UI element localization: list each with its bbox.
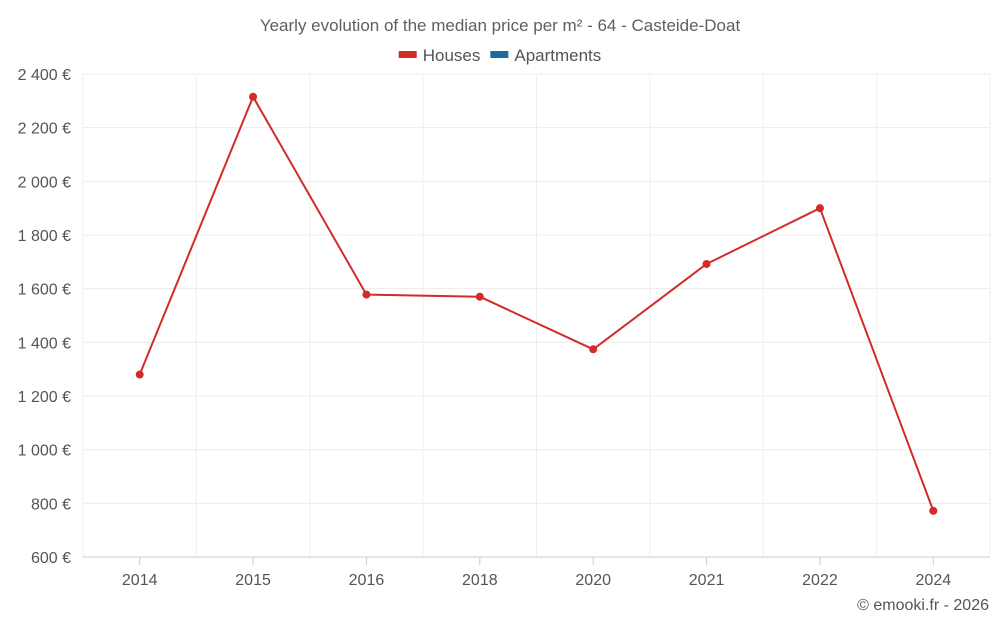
y-tick-label: 2 200 € [18, 121, 71, 138]
y-tick-label: 800 € [31, 496, 71, 513]
y-tick-label: 1 000 € [18, 443, 71, 460]
x-tick-label: 2016 [349, 572, 385, 589]
y-tick-label: 2 400 € [18, 67, 71, 84]
y-tick-label: 1 200 € [18, 389, 71, 406]
x-tick-label: 2018 [462, 572, 498, 589]
legend: Houses Apartments [398, 46, 601, 65]
chart-title: Yearly evolution of the median price per… [260, 16, 741, 35]
houses-series-line [138, 95, 935, 512]
y-tick-label: 2 000 € [18, 174, 71, 191]
houses-data-point [135, 370, 144, 379]
houses-data-point [702, 259, 711, 268]
apartments-legend-swatch [490, 51, 509, 58]
axes: 2 400 € 2 200 € 2 000 € 1 800 € 1 600 € 1 400… [18, 67, 990, 589]
houses-data-point [249, 92, 258, 101]
credit-text: © emooki.fr - 2026 [857, 597, 989, 614]
x-tick-label: 2022 [802, 572, 838, 589]
legend-item-apartments: Apartments [490, 46, 601, 65]
x-tick-label: 2015 [235, 572, 271, 589]
x-tick-label: 2021 [689, 572, 725, 589]
houses-data-point [589, 345, 598, 354]
y-tick-label: 600 € [31, 550, 71, 567]
x-tick-label: 2014 [122, 572, 158, 589]
houses-data-point [362, 290, 371, 299]
houses-data-point [815, 204, 824, 213]
houses-data-point [929, 506, 938, 515]
legend-label: Houses [423, 46, 481, 65]
x-tick-label: 2024 [916, 572, 952, 589]
legend-item-houses: Houses [398, 46, 481, 65]
y-tick-label: 1 600 € [18, 282, 71, 299]
y-tick-label: 1 800 € [18, 228, 71, 245]
houses-data-point [475, 292, 484, 301]
grid [82, 73, 991, 557]
houses-legend-swatch [398, 51, 417, 58]
y-tick-label: 1 400 € [18, 335, 71, 352]
x-tick-label: 2020 [575, 572, 611, 589]
legend-label: Apartments [514, 46, 601, 65]
series-layer [135, 92, 938, 515]
